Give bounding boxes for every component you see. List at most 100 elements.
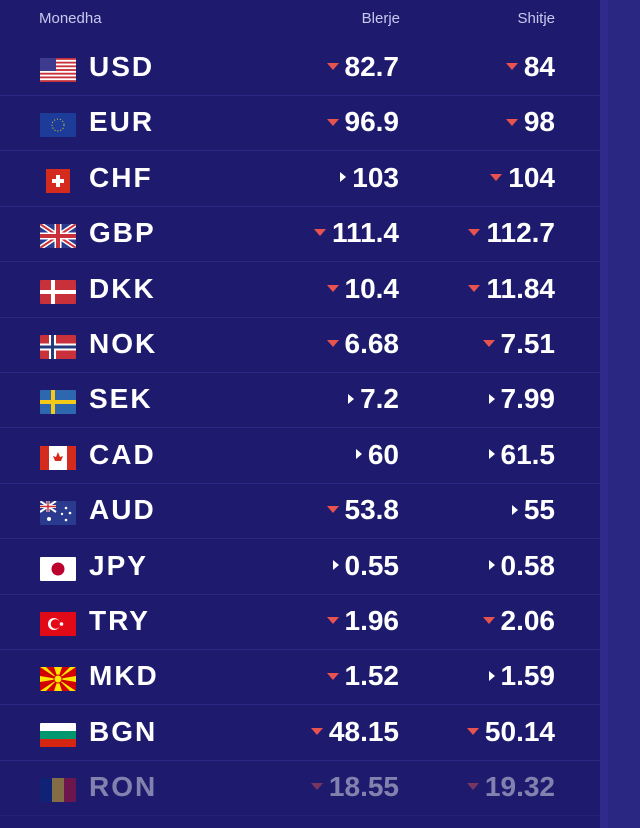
rate-row-usd: USD 82.7 84 <box>0 41 600 96</box>
trend-down-icon <box>310 783 323 791</box>
rate-row-sek: SEK 7.2 7.99 <box>0 373 600 429</box>
trend-down-icon <box>468 284 481 292</box>
buy-value-cell: 60 <box>355 439 399 471</box>
rate-row-chf: CHF 103 104 <box>0 152 600 207</box>
sell-value-cell: 84 <box>505 51 555 83</box>
currency-code: RON <box>89 771 158 803</box>
buy-value-cell: 96.9 <box>326 106 400 138</box>
jp-flag-icon <box>40 556 76 581</box>
header-sell: Shitje <box>517 10 555 27</box>
currency-code: USD <box>89 51 155 82</box>
sell-rate: 112.7 <box>486 217 555 249</box>
currency-code: DKK <box>89 272 156 304</box>
buy-value-cell: 1.96 <box>326 605 400 637</box>
currency-code: AUD <box>89 494 156 526</box>
buy-value-cell: 0.55 <box>332 549 400 582</box>
trend-neutral-icon <box>340 172 347 183</box>
currency-code: CAD <box>89 438 156 470</box>
trend-neutral-icon <box>511 504 518 515</box>
rate-row-gbp: GBP 111.4 112.7 <box>0 207 600 263</box>
trend-neutral-icon <box>488 560 495 571</box>
rate-row-jpy: JPY 0.55 0.58 <box>0 540 600 595</box>
rate-row-mkd: MKD 1.52 1.59 <box>0 650 600 706</box>
buy-rate: 48.15 <box>328 715 399 747</box>
rate-row-cad: CAD 60 61.5 <box>0 429 600 484</box>
sell-value-cell: 19.32 <box>466 771 555 803</box>
currency-code: BGN <box>89 715 158 747</box>
buy-rate: 111.4 <box>332 217 399 249</box>
rate-row-bgn: BGN 48.15 50.14 <box>0 706 600 761</box>
trend-neutral-icon <box>332 560 339 571</box>
us-flag-icon <box>40 58 76 82</box>
buy-rate: 82.7 <box>344 51 400 82</box>
sell-rate: 2.06 <box>500 605 556 636</box>
buy-rate: 18.55 <box>328 771 399 803</box>
buy-value-cell: 48.15 <box>310 715 399 748</box>
au-flag-icon <box>40 501 76 526</box>
table-header: Monedha Blerje Shitje <box>0 0 600 38</box>
ro-flag-icon <box>40 778 76 803</box>
sell-rate: 50.14 <box>484 715 555 747</box>
currency-code: MKD <box>89 660 159 692</box>
sell-rate: 1.59 <box>500 660 556 692</box>
buy-value-cell: 111.4 <box>314 217 399 249</box>
sell-rate: 7.51 <box>500 328 556 359</box>
header-buy: Blerje <box>361 10 400 27</box>
trend-down-icon <box>326 118 339 126</box>
trend-down-icon <box>310 727 323 735</box>
bg-flag-icon <box>40 722 76 747</box>
buy-rate: 6.68 <box>344 328 400 359</box>
trend-down-icon <box>326 506 339 514</box>
buy-value-cell: 1.52 <box>326 660 399 692</box>
sell-value-cell: 11.84 <box>468 273 555 305</box>
sell-value-cell: 1.59 <box>488 660 556 692</box>
trend-down-icon <box>468 229 481 237</box>
trend-down-icon <box>482 340 495 348</box>
trend-neutral-icon <box>348 394 355 404</box>
exchange-rates-panel: Monedha Blerje Shitje USD 82.7 84 EUR 96.9 98… <box>0 0 600 817</box>
trend-down-icon <box>314 229 327 237</box>
buy-rate: 7.2 <box>360 383 399 415</box>
buy-value-cell: 10.4 <box>326 272 400 305</box>
currency-code: NOK <box>89 328 158 359</box>
buy-rate: 1.96 <box>344 605 400 636</box>
trend-down-icon <box>482 617 495 625</box>
sell-value-cell: 55 <box>511 494 555 526</box>
buy-value-cell: 82.7 <box>326 51 400 83</box>
trend-neutral-icon <box>355 449 362 460</box>
sell-rate: 104 <box>508 161 555 193</box>
dk-flag-icon <box>40 279 76 304</box>
trend-down-icon <box>466 783 479 791</box>
sell-rate: 55 <box>523 494 555 526</box>
sell-value-cell: 2.06 <box>482 605 556 637</box>
gb-flag-icon <box>40 224 76 249</box>
buy-value-cell: 53.8 <box>326 494 399 526</box>
trend-neutral-icon <box>488 449 495 460</box>
se-flag-icon <box>40 390 76 415</box>
sell-value-cell: 98 <box>505 106 555 138</box>
eu-flag-icon <box>40 113 76 138</box>
ch-flag-icon <box>40 168 76 193</box>
side-panel <box>600 0 640 828</box>
rate-row-dkk: DKK 10.4 11.84 <box>0 263 600 318</box>
buy-rate: 10.4 <box>344 272 400 304</box>
buy-value-cell: 6.68 <box>326 328 400 360</box>
rate-row-try: TRY 1.96 2.06 <box>0 595 600 650</box>
currency-code: EUR <box>89 106 155 138</box>
sell-value-cell: 50.14 <box>466 715 555 748</box>
mk-flag-icon <box>40 667 76 692</box>
trend-neutral-icon <box>488 394 495 404</box>
trend-down-icon <box>505 118 518 126</box>
trend-down-icon <box>326 63 339 71</box>
sell-rate: 98 <box>523 106 555 138</box>
tr-flag-icon <box>40 612 76 636</box>
sell-value-cell: 7.51 <box>482 328 556 360</box>
buy-rate: 103 <box>352 161 399 193</box>
sell-rate: 84 <box>523 51 555 82</box>
buy-rate: 96.9 <box>344 106 400 138</box>
trend-down-icon <box>466 727 479 735</box>
sell-value-cell: 7.99 <box>488 383 555 415</box>
sell-rate: 19.32 <box>484 771 555 803</box>
buy-rate: 0.55 <box>344 549 400 581</box>
rate-row-ron: RON 18.55 19.32 <box>0 761 600 817</box>
